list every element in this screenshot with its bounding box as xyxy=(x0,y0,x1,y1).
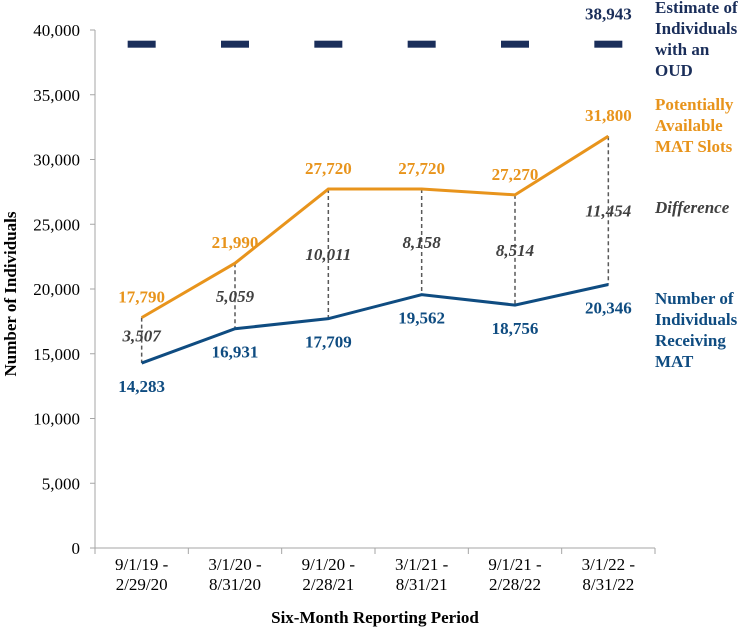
x-tick-label: 9/1/21 - xyxy=(488,555,542,574)
oud-estimate-marker xyxy=(314,40,343,48)
x-tick-label: 9/1/19 - xyxy=(115,555,169,574)
receiving-mat-line xyxy=(141,283,609,365)
difference-label: 8,514 xyxy=(496,241,534,260)
legend-difference: Difference xyxy=(654,198,730,217)
difference-label: 3,507 xyxy=(122,327,163,346)
x-axis: 9/1/19 -2/29/203/1/20 -8/31/209/1/20 -2/… xyxy=(94,547,656,594)
y-tick-label: 25,000 xyxy=(33,215,80,234)
oud-estimate-markers xyxy=(127,40,623,48)
difference-connectors xyxy=(140,136,610,364)
x-tick-label: 2/29/20 xyxy=(116,575,168,594)
y-tick-label: 5,000 xyxy=(42,474,80,493)
x-tick-label: 8/31/22 xyxy=(582,575,634,594)
receiving-mat-label: 17,709 xyxy=(305,333,352,352)
x-tick-label: 8/31/20 xyxy=(209,575,261,594)
mat-slots-label: 31,800 xyxy=(585,106,632,125)
legend-oud-estimate: Estimate of xyxy=(655,0,738,17)
legend-receiving-mat: Receiving xyxy=(655,331,726,350)
receiving-mat-label: 18,756 xyxy=(492,319,539,338)
mat-slots-label: 27,270 xyxy=(492,165,539,184)
legend-receiving-mat: Number of xyxy=(655,289,734,308)
receiving-mat-label: 19,562 xyxy=(398,309,445,328)
y-tick-label: 35,000 xyxy=(33,86,80,105)
mat-slots-label: 27,720 xyxy=(398,159,445,178)
x-tick-label: 3/1/21 - xyxy=(395,555,449,574)
legend-mat-slots: MAT Slots xyxy=(655,137,733,156)
oud-estimate-marker xyxy=(407,40,436,48)
legend-mat-slots: Available xyxy=(655,116,723,135)
x-tick-label: 2/28/22 xyxy=(489,575,541,594)
x-tick-label: 3/1/20 - xyxy=(208,555,262,574)
oud-estimate-marker xyxy=(221,40,249,48)
y-tick-label: 30,000 xyxy=(33,151,80,170)
difference-label: 11,454 xyxy=(585,201,631,220)
y-tick-label: 15,000 xyxy=(33,345,80,364)
y-tick-label: 40,000 xyxy=(33,21,80,40)
x-tick-label: 2/28/21 xyxy=(302,575,354,594)
x-axis-title: Six-Month Reporting Period xyxy=(271,608,479,627)
legend-receiving-mat: MAT xyxy=(655,352,694,371)
difference-label: 8,158 xyxy=(403,233,442,252)
data-labels: 38,943 17,790 21,990 27,720 27,720 27,270 31,8… xyxy=(118,5,631,396)
difference-label: 5,059 xyxy=(216,287,255,306)
oud-estimate-label: 38,943 xyxy=(585,5,632,24)
mat-slots-label: 27,720 xyxy=(305,159,352,178)
series-lines xyxy=(140,134,610,365)
y-axis: 0 5,000 10,000 15,000 20,000 25,000 30,000 35,0… xyxy=(33,21,96,558)
receiving-mat-label: 16,931 xyxy=(212,343,259,362)
legend: Estimate of Individuals with an OUD Potentia… xyxy=(654,0,738,371)
y-tick-label: 10,000 xyxy=(33,410,80,429)
x-tick-label: 3/1/22 - xyxy=(582,555,636,574)
receiving-mat-label: 14,283 xyxy=(118,377,165,396)
legend-receiving-mat: Individuals xyxy=(655,310,738,329)
mat-slots-line xyxy=(140,134,610,319)
difference-label: 10,011 xyxy=(305,245,351,264)
legend-oud-estimate: with an xyxy=(655,40,710,59)
y-tick-label: 0 xyxy=(72,539,81,558)
y-tick-label: 20,000 xyxy=(33,280,80,299)
legend-mat-slots: Potentially xyxy=(655,95,734,114)
receiving-mat-label: 20,346 xyxy=(585,299,632,318)
legend-oud-estimate: OUD xyxy=(655,61,693,80)
x-tick-label: 8/31/21 xyxy=(396,575,448,594)
x-tick-label: 9/1/20 - xyxy=(302,555,356,574)
legend-oud-estimate: Individuals xyxy=(655,19,738,38)
mat-slots-label: 21,990 xyxy=(212,233,259,252)
mat-slots-label: 17,790 xyxy=(118,288,165,307)
oud-estimate-marker xyxy=(594,40,623,48)
y-axis-title: Number of Individuals xyxy=(1,211,20,376)
oud-estimate-marker xyxy=(127,40,156,48)
oud-estimate-marker xyxy=(501,40,529,48)
